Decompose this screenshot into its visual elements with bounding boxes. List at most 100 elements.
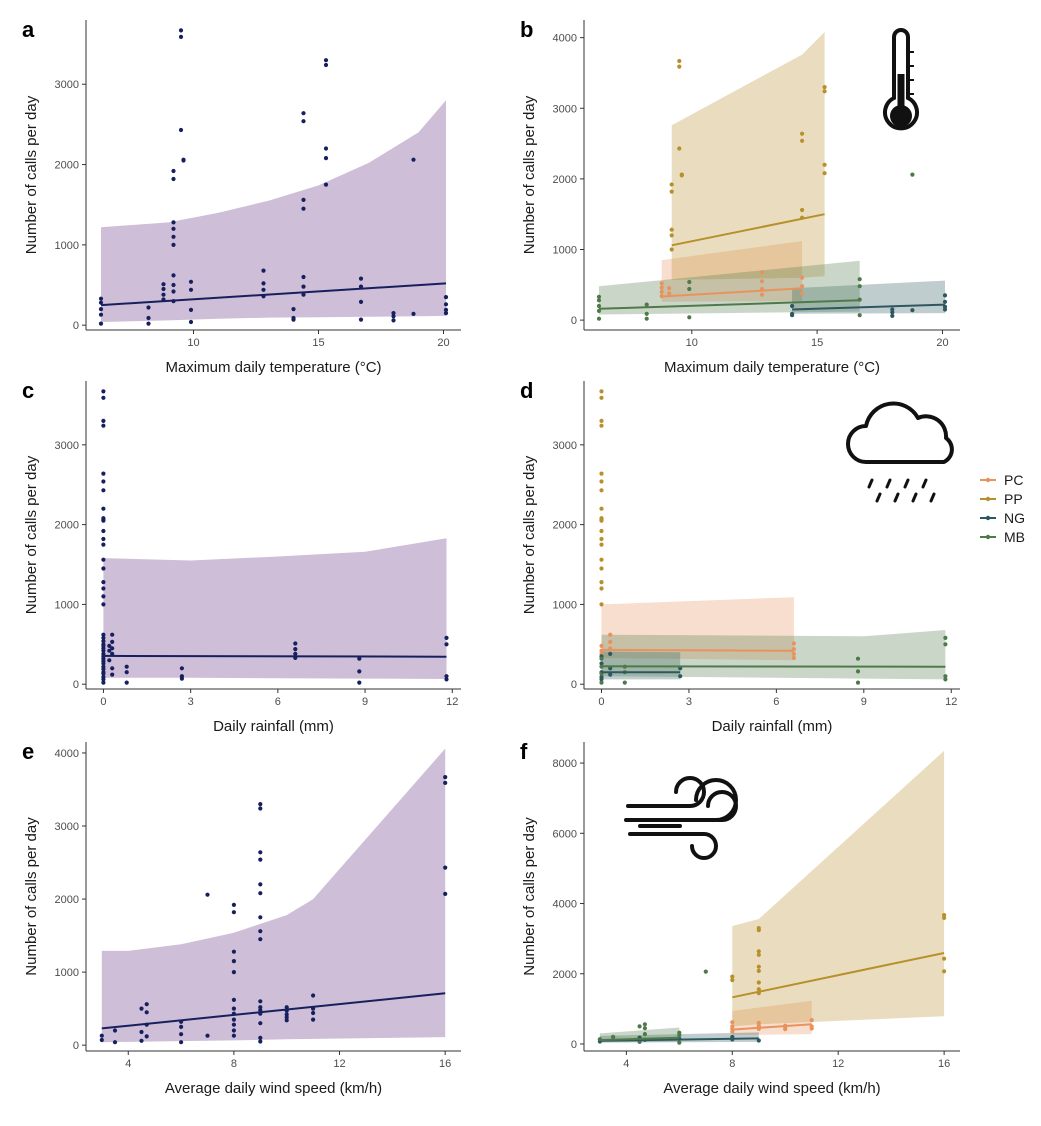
data-point-mb [858, 277, 862, 281]
data-point-pp [599, 479, 603, 483]
panel-label-c: c [22, 378, 34, 403]
data-point-pc [810, 1018, 814, 1022]
data-point-all [145, 1034, 149, 1038]
data-point-mb [704, 970, 708, 974]
data-point-all [301, 275, 305, 279]
data-point-mb [943, 677, 947, 681]
data-point-all [411, 312, 415, 316]
y-tick-label: 8000 [553, 758, 577, 770]
data-point-ng [943, 293, 947, 297]
data-point-all [179, 1025, 183, 1029]
x-tick-label: 3 [686, 696, 692, 708]
data-point-all [101, 537, 105, 541]
data-point-mb [599, 657, 603, 661]
data-point-pp [599, 424, 603, 428]
data-point-all [261, 288, 265, 292]
data-point-all [189, 320, 193, 324]
data-point-all [291, 318, 295, 322]
data-point-pc [760, 293, 764, 297]
panel-label-e: e [22, 739, 34, 764]
data-point-mb [638, 1024, 642, 1028]
rain-drop [895, 494, 898, 501]
data-point-all [443, 866, 447, 870]
data-point-pp [757, 980, 761, 984]
data-point-all [258, 882, 262, 886]
data-point-pc [667, 291, 671, 295]
data-point-mb [943, 642, 947, 646]
data-point-all [101, 507, 105, 511]
x-tick-label: 8 [729, 1058, 735, 1070]
x-tick-label: 15 [811, 337, 823, 349]
legend-label-pc: PC [1004, 472, 1023, 488]
y-tick-label: 4000 [553, 899, 577, 911]
data-point-all [99, 307, 103, 311]
rain-cloud-icon [848, 403, 952, 501]
data-point-all [125, 665, 129, 669]
y-tick-label: 3000 [55, 821, 79, 833]
data-point-mb [643, 1032, 647, 1036]
data-point-pp [942, 916, 946, 920]
y-tick-label: 4000 [553, 33, 577, 45]
data-point-pp [942, 969, 946, 973]
data-point-all [145, 1002, 149, 1006]
data-point-mb [611, 1035, 615, 1039]
data-point-all [443, 781, 447, 785]
data-point-all [359, 300, 363, 304]
y-tick-label: 1000 [553, 599, 577, 611]
data-point-ng [943, 300, 947, 304]
confidence-band-all [101, 100, 446, 322]
cloud-outline [848, 403, 952, 462]
data-point-all [232, 998, 236, 1002]
y-tick-label: 0 [73, 320, 79, 332]
confidence-band-pp [672, 32, 825, 280]
data-point-all [161, 287, 165, 291]
data-point-pp [800, 208, 804, 212]
data-point-mb [687, 280, 691, 284]
panel-label-b: b [520, 17, 533, 42]
data-point-mb [856, 669, 860, 673]
data-point-all [258, 929, 262, 933]
data-point-all [205, 1034, 209, 1038]
data-point-all [161, 282, 165, 286]
rain-drop [923, 480, 926, 487]
panel-label-a: a [22, 17, 35, 42]
data-point-all [258, 1039, 262, 1043]
data-point-pp [677, 65, 681, 69]
data-point-all [258, 858, 262, 862]
data-point-all [411, 158, 415, 162]
data-point-all [101, 558, 105, 562]
data-point-all [101, 602, 105, 606]
legend-key-point [986, 516, 990, 520]
data-point-pp [599, 566, 603, 570]
legend-label-ng: NG [1004, 510, 1025, 526]
data-point-all [357, 669, 361, 673]
data-point-ng [910, 308, 914, 312]
wind-stroke [628, 778, 704, 806]
data-point-all [171, 227, 175, 231]
data-point-all [101, 586, 105, 590]
data-point-pc [800, 291, 804, 295]
data-point-all [311, 993, 315, 997]
data-point-mb [597, 317, 601, 321]
data-point-all [180, 677, 184, 681]
data-point-all [359, 318, 363, 322]
data-point-all [100, 1034, 104, 1038]
data-point-ng [890, 310, 894, 314]
data-point-all [139, 1007, 143, 1011]
data-point-all [107, 658, 111, 662]
data-point-pc [792, 656, 796, 660]
data-point-all [145, 1010, 149, 1014]
data-point-all [100, 1038, 104, 1042]
y-tick-label: 1000 [553, 244, 577, 256]
data-point-all [444, 636, 448, 640]
data-point-all [261, 281, 265, 285]
data-point-all [293, 641, 297, 645]
data-point-all [110, 673, 114, 677]
data-point-mb [856, 681, 860, 685]
data-point-mb [943, 636, 947, 640]
x-tick-label: 6 [773, 696, 779, 708]
data-point-mb [645, 312, 649, 316]
